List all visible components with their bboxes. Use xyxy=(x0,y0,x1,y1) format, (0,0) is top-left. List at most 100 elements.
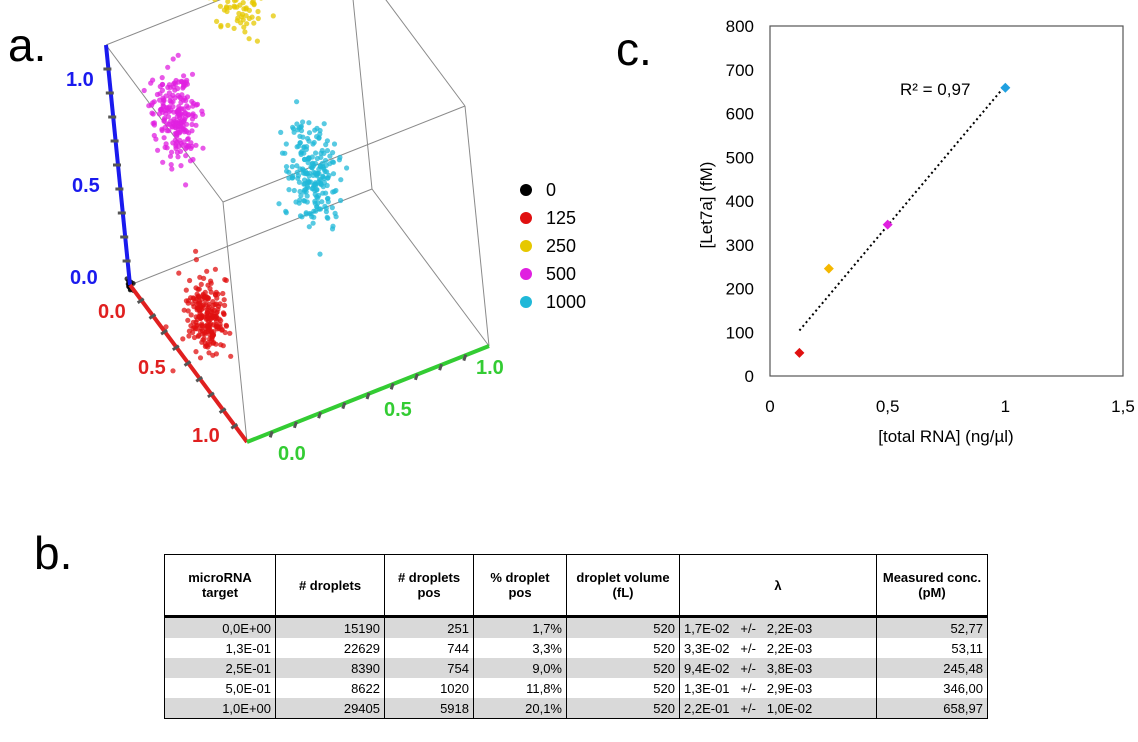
cluster-point xyxy=(220,290,226,297)
cluster-point xyxy=(329,205,335,211)
cluster-point xyxy=(186,298,192,304)
cluster-point xyxy=(170,368,176,374)
cluster-point xyxy=(300,119,306,125)
cluster-point xyxy=(173,143,179,149)
cluster-point xyxy=(181,129,187,135)
cluster-point xyxy=(319,147,325,154)
cluster-point xyxy=(330,189,336,195)
cluster-point xyxy=(178,140,184,146)
cluster-point xyxy=(276,201,282,207)
tick-mark xyxy=(148,313,157,320)
cluster-point xyxy=(167,153,174,159)
cluster-point xyxy=(163,93,169,99)
table-cell: 2,5E-01 xyxy=(164,658,276,678)
cluster-point xyxy=(241,6,247,12)
y-axis-title: [Let7a] (fM) xyxy=(697,162,716,249)
data-point xyxy=(794,347,805,358)
cluster-point xyxy=(199,321,205,327)
cluster-point xyxy=(160,100,166,106)
cluster-point xyxy=(184,77,190,83)
cluster-point xyxy=(306,120,312,126)
table-row: 1,3E-01 22629 744 3,3% 520 3,3E-02 +/- 2,2E-0… xyxy=(164,638,988,658)
cluster-point xyxy=(325,199,331,205)
cluster-point xyxy=(294,99,300,105)
cluster-point xyxy=(183,287,189,293)
cluster-point xyxy=(157,83,163,90)
cluster-point xyxy=(221,297,227,303)
cluster-point xyxy=(314,204,320,210)
cluster-point xyxy=(166,128,172,134)
cluster-point xyxy=(218,318,224,324)
table-cell: 1,7E-02 +/- 2,2E-03 xyxy=(679,615,877,638)
header-percent-pos: % droplet pos xyxy=(473,554,567,617)
cluster-point xyxy=(317,181,323,187)
cluster-point xyxy=(242,29,248,35)
x-tick-label: 1 xyxy=(1001,397,1010,416)
cube-edge xyxy=(385,0,466,107)
y-tick-label: 800 xyxy=(726,17,754,36)
cluster-point xyxy=(324,182,330,189)
cluster-point xyxy=(183,153,189,159)
cluster-point xyxy=(297,166,303,172)
cluster-point xyxy=(224,8,230,15)
x-axis-ticks: 0 0,5 1 1,5 xyxy=(765,397,1135,416)
data-point xyxy=(823,263,834,274)
cluster-point xyxy=(231,0,238,4)
tick-mark xyxy=(292,421,298,429)
table-cell: 520 xyxy=(566,698,680,719)
table-cell: 22629 xyxy=(275,638,385,658)
cluster-point xyxy=(205,344,211,350)
cluster-point xyxy=(157,107,163,113)
cube-edge xyxy=(352,0,373,190)
cluster-point xyxy=(298,151,304,157)
red-axis-tick-label: 0.5 xyxy=(138,357,166,379)
legend-label: 500 xyxy=(546,264,576,284)
cluster-point xyxy=(325,175,331,181)
cluster-point xyxy=(206,316,212,322)
cluster-point xyxy=(168,99,174,105)
cluster-point xyxy=(165,64,171,70)
cluster-point xyxy=(270,13,276,19)
tick-mark xyxy=(218,407,227,414)
cluster-point xyxy=(151,99,157,105)
header-droplets: # droplets xyxy=(275,554,385,617)
cluster-point xyxy=(160,159,166,165)
cluster-point xyxy=(283,164,290,170)
cluster-point xyxy=(192,113,198,119)
cluster-point xyxy=(217,301,223,307)
cluster-point xyxy=(184,103,190,109)
tick-mark xyxy=(160,328,168,336)
cluster-point xyxy=(297,213,304,219)
cluster-point xyxy=(327,153,333,159)
cluster-point xyxy=(212,0,218,3)
cluster-point xyxy=(336,157,342,163)
cluster-point xyxy=(163,324,169,330)
cluster-point xyxy=(244,21,250,27)
table-cell: 11,8% xyxy=(473,678,567,698)
cluster-point xyxy=(311,214,317,220)
cluster-point xyxy=(181,307,187,313)
cluster-point xyxy=(314,125,320,131)
table-cell: 520 xyxy=(566,658,680,678)
cluster-point xyxy=(185,317,191,323)
legend-label: 1000 xyxy=(546,292,586,312)
cluster-point xyxy=(297,133,303,139)
x-tick-label: 0,5 xyxy=(876,397,900,416)
blue-axis-tick-label: 0.0 xyxy=(70,267,98,289)
cluster-point xyxy=(159,126,165,132)
cluster-point xyxy=(303,186,309,192)
cluster-point xyxy=(163,141,169,147)
cluster-point xyxy=(330,150,336,156)
y-axis-ticks: 0 100 200 300 400 500 600 700 800 xyxy=(726,17,754,386)
table-cell: 520 xyxy=(566,638,680,658)
cluster-point xyxy=(313,208,319,214)
cluster-point xyxy=(236,10,242,17)
cube-axis-ticks: 0.0 0.5 1.0 0.0 0.5 1.0 0.0 0.5 1.0 xyxy=(66,67,504,465)
cluster-point xyxy=(290,175,296,181)
cluster-point xyxy=(199,339,205,345)
legend-marker xyxy=(520,212,532,224)
cluster-point xyxy=(255,8,261,15)
cluster-point xyxy=(157,97,163,103)
cluster-point xyxy=(183,98,189,104)
panel-label-a: a. xyxy=(8,19,47,71)
